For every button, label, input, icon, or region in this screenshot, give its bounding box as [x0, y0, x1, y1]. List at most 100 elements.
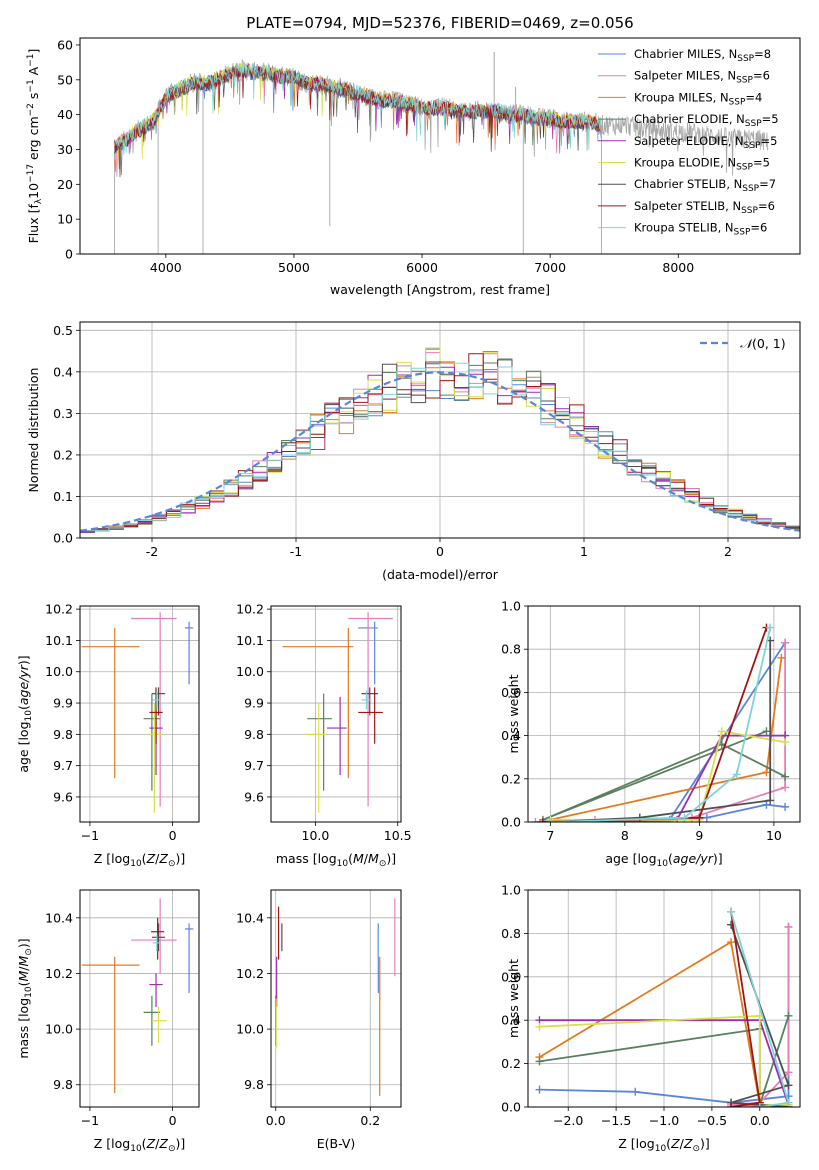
weight-marker: [535, 1085, 544, 1094]
weight-marker: [635, 813, 644, 822]
errorbar-kroupa-miles: [81, 627, 140, 779]
y-tick-label: 0.8: [501, 926, 521, 941]
y-tick-label: 60: [57, 37, 73, 52]
y-axis-label: age [log10(age/yr)]: [16, 655, 34, 772]
weight-marker: [732, 770, 741, 779]
y-tick-label: 10.0: [236, 1022, 264, 1037]
x-axis-label: mass [log10(M/M⊙)]: [276, 851, 396, 869]
y-tick-label: 10.1: [45, 633, 73, 648]
weight-marker: [784, 1098, 793, 1107]
y-tick-label: 9.7: [244, 758, 264, 773]
weight-line-kroupa-stelib: [550, 627, 772, 822]
legend-entry: Kroupa STELIB, NSSP=6: [634, 221, 767, 238]
x-tick-label: −1: [81, 1113, 99, 1128]
x-tick-label: 4000: [150, 260, 182, 275]
x-tick-label: -1: [290, 544, 302, 559]
x-tick-label: −1.5: [601, 1113, 631, 1128]
errorbars: [81, 898, 194, 1094]
x-tick-label: 1: [580, 544, 588, 559]
errorbar-kroupa-stelib: [152, 690, 161, 710]
x-tick-label: 10: [766, 828, 782, 843]
y-tick-label: 0.8: [501, 642, 521, 657]
y-tick-label: 30: [57, 142, 73, 157]
x-axis-label: Z [log10(Z/Z⊙)]: [618, 1136, 710, 1154]
axes-frame: [79, 37, 801, 255]
axes-spectrum: 4000 5000 6000 7000 8000 0 10 20 30 40 50 60 Chabrie…: [26, 37, 801, 297]
errorbar-kroupa-elodie: [147, 703, 163, 813]
weight-marker: [727, 1103, 736, 1107]
axes-frame: [527, 605, 801, 823]
errorbar-salpeter-elodie: [326, 696, 347, 776]
errorbar-kroupa-elodie: [305, 703, 327, 813]
x-tick-label: −1: [81, 828, 99, 843]
y-tick-label: 9.7: [53, 758, 73, 773]
legend-entry: Salpeter ELODIE, NSSP=5: [634, 134, 777, 151]
weight-lines: [535, 907, 793, 1107]
y-axis-label: Normed distribution: [26, 368, 41, 493]
errorbar-salpeter-miles: [348, 612, 393, 807]
weight-marker: [781, 783, 790, 792]
weight-lines: [531, 623, 790, 822]
legend-entry: Salpeter STELIB, NSSP=6: [634, 199, 775, 216]
legend-entry: Chabrier STELIB, NSSP=7: [634, 177, 776, 194]
y-tick-label: 0.3: [53, 406, 73, 421]
errorbar-salpeter-stelib: [151, 917, 165, 960]
weight-marker: [784, 1081, 793, 1090]
weight-marker: [531, 818, 540, 822]
y-tick-label: 1.0: [501, 883, 521, 898]
weight-marker: [727, 938, 736, 947]
weight-marker: [777, 653, 786, 662]
weight-marker: [535, 1022, 544, 1031]
weight-marker: [762, 800, 771, 809]
weight-marker: [546, 818, 555, 822]
x-axis-label: E(B-V): [317, 1136, 356, 1151]
x-tick-label: 10.5: [384, 828, 412, 843]
axes-frame: [79, 321, 801, 539]
y-tick-label: 0.2: [501, 771, 521, 786]
x-tick-label: 0: [436, 544, 444, 559]
x-tick-label: -2: [146, 544, 158, 559]
weight-marker: [695, 813, 704, 822]
legend-entry: Chabrier ELODIE, NSSP=5: [634, 112, 779, 129]
weight-marker: [781, 802, 790, 811]
weight-marker: [766, 623, 775, 632]
y-tick-label: 0.0: [501, 815, 521, 830]
weight-marker: [784, 922, 793, 931]
x-tick-label: 8: [621, 828, 629, 843]
x-axis-label: (data-model)/error: [382, 567, 499, 582]
weight-line-chabrier-elodie: [542, 730, 786, 821]
y-tick-label: 9.6: [244, 789, 264, 804]
errorbar-chabrier-elodie: [307, 693, 332, 791]
y-tick-label: 0.5: [53, 323, 73, 338]
y-tick-label: 0.4: [501, 1013, 521, 1028]
y-tick-label: 9.8: [244, 1077, 264, 1092]
y-axis-label: Flux [fλ10−17 erg cm−2 s−1 A−1]: [26, 49, 44, 244]
figure-title: PLATE=0794, MJD=52376, FIBERID=0469, z=0…: [246, 14, 633, 32]
errorbars: [282, 612, 393, 813]
y-tick-label: 9.8: [53, 1077, 73, 1092]
y-tick-label: 9.6: [53, 789, 73, 804]
axes-weight_vs_Z: −2.0 −1.5 −1.0 −0.5 0.0 0.0 0.2 0.4 0.6 0.8 1.0 Z […: [501, 883, 801, 1154]
y-tick-label: 0.0: [501, 1100, 521, 1115]
x-tick-label: 0.0: [266, 1113, 286, 1128]
y-tick-label: 10.0: [236, 664, 264, 679]
histogram-salpeter-stelib: [80, 353, 800, 534]
histogram-kroupa-stelib: [80, 362, 800, 534]
y-tick-label: 9.9: [244, 696, 264, 711]
errorbar-salpeter-miles: [131, 898, 177, 974]
y-tick-label: 0.1: [53, 489, 73, 504]
weight-marker: [762, 727, 771, 736]
weight-line-salpeter-stelib: [542, 627, 768, 822]
y-axis-label: mass weight: [506, 959, 521, 1038]
axes-frame: [270, 889, 402, 1108]
normal-distribution-curve: [80, 371, 800, 532]
y-tick-label: 20: [57, 177, 73, 192]
x-tick-label: 9: [695, 828, 703, 843]
y-tick-label: 0.2: [501, 1056, 521, 1071]
weight-marker: [535, 1057, 544, 1066]
errorbars: [275, 898, 396, 1096]
y-tick-label: 10.4: [236, 910, 264, 925]
y-tick-label: 50: [57, 72, 73, 87]
x-axis-label: Z [log10(Z/Z⊙)]: [94, 851, 186, 869]
